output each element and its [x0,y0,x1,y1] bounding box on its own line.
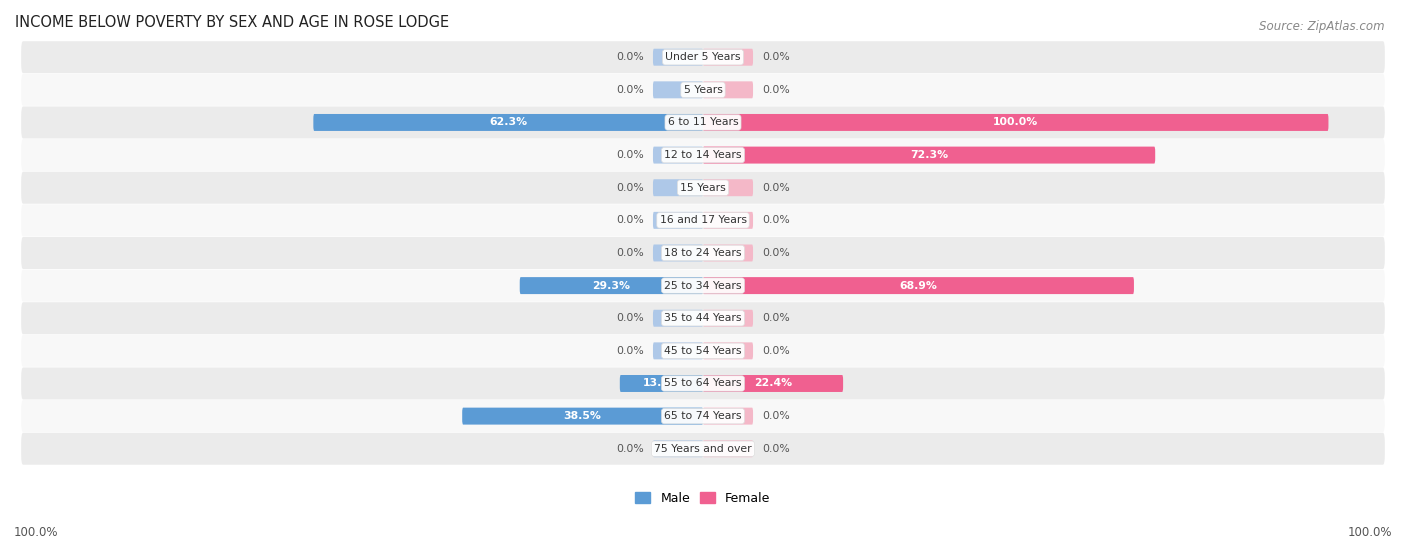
Text: 62.3%: 62.3% [489,117,527,127]
Text: 29.3%: 29.3% [592,281,630,291]
Text: 0.0%: 0.0% [762,52,790,62]
FancyBboxPatch shape [703,277,1133,294]
Text: 38.5%: 38.5% [564,411,602,421]
Text: 68.9%: 68.9% [900,281,938,291]
FancyBboxPatch shape [21,172,1385,203]
Text: 0.0%: 0.0% [762,313,790,323]
Text: INCOME BELOW POVERTY BY SEX AND AGE IN ROSE LODGE: INCOME BELOW POVERTY BY SEX AND AGE IN R… [15,15,449,30]
FancyBboxPatch shape [703,179,754,196]
Text: 5 Years: 5 Years [683,85,723,95]
Text: 0.0%: 0.0% [616,444,644,454]
Text: 25 to 34 Years: 25 to 34 Years [664,281,742,291]
Text: 0.0%: 0.0% [762,248,790,258]
Text: 0.0%: 0.0% [762,85,790,95]
Text: 0.0%: 0.0% [616,52,644,62]
FancyBboxPatch shape [652,310,703,326]
Text: 15 Years: 15 Years [681,183,725,193]
FancyBboxPatch shape [652,49,703,66]
Text: 0.0%: 0.0% [762,215,790,225]
Text: 18 to 24 Years: 18 to 24 Years [664,248,742,258]
FancyBboxPatch shape [652,179,703,196]
Text: 100.0%: 100.0% [1347,527,1392,539]
Text: 0.0%: 0.0% [762,444,790,454]
Text: 45 to 54 Years: 45 to 54 Years [664,346,742,356]
FancyBboxPatch shape [520,277,703,294]
Text: 0.0%: 0.0% [616,346,644,356]
FancyBboxPatch shape [21,237,1385,269]
FancyBboxPatch shape [314,114,703,131]
FancyBboxPatch shape [21,302,1385,334]
Text: 35 to 44 Years: 35 to 44 Years [664,313,742,323]
Text: 0.0%: 0.0% [616,150,644,160]
Text: 0.0%: 0.0% [616,248,644,258]
FancyBboxPatch shape [652,342,703,359]
FancyBboxPatch shape [703,146,1156,164]
Text: 0.0%: 0.0% [616,215,644,225]
Text: 72.3%: 72.3% [910,150,948,160]
Text: 0.0%: 0.0% [616,183,644,193]
Text: 0.0%: 0.0% [616,85,644,95]
FancyBboxPatch shape [703,212,754,229]
Text: 22.4%: 22.4% [754,378,792,389]
Text: 13.3%: 13.3% [643,378,681,389]
FancyBboxPatch shape [21,269,1385,302]
Text: 16 and 17 Years: 16 and 17 Years [659,215,747,225]
FancyBboxPatch shape [703,114,1329,131]
Legend: Male, Female: Male, Female [630,487,776,510]
Text: 75 Years and over: 75 Years and over [654,444,752,454]
Text: 6 to 11 Years: 6 to 11 Years [668,117,738,127]
Text: 0.0%: 0.0% [762,411,790,421]
Text: 0.0%: 0.0% [616,313,644,323]
FancyBboxPatch shape [21,139,1385,171]
FancyBboxPatch shape [21,41,1385,73]
FancyBboxPatch shape [21,335,1385,367]
Text: Source: ZipAtlas.com: Source: ZipAtlas.com [1260,20,1385,32]
FancyBboxPatch shape [703,310,754,326]
Text: 65 to 74 Years: 65 to 74 Years [664,411,742,421]
FancyBboxPatch shape [620,375,703,392]
Text: 12 to 14 Years: 12 to 14 Years [664,150,742,160]
FancyBboxPatch shape [703,408,754,425]
FancyBboxPatch shape [652,244,703,262]
FancyBboxPatch shape [703,342,754,359]
FancyBboxPatch shape [703,440,754,457]
FancyBboxPatch shape [703,82,754,98]
FancyBboxPatch shape [652,212,703,229]
Text: 100.0%: 100.0% [14,527,59,539]
FancyBboxPatch shape [652,82,703,98]
FancyBboxPatch shape [703,244,754,262]
FancyBboxPatch shape [21,205,1385,236]
Text: 0.0%: 0.0% [762,183,790,193]
FancyBboxPatch shape [652,146,703,164]
Text: 55 to 64 Years: 55 to 64 Years [664,378,742,389]
Text: 100.0%: 100.0% [993,117,1039,127]
FancyBboxPatch shape [21,367,1385,400]
FancyBboxPatch shape [703,49,754,66]
FancyBboxPatch shape [21,74,1385,106]
FancyBboxPatch shape [703,375,844,392]
FancyBboxPatch shape [463,408,703,425]
FancyBboxPatch shape [21,106,1385,139]
FancyBboxPatch shape [21,433,1385,465]
FancyBboxPatch shape [652,440,703,457]
Text: 0.0%: 0.0% [762,346,790,356]
FancyBboxPatch shape [21,400,1385,432]
Text: Under 5 Years: Under 5 Years [665,52,741,62]
